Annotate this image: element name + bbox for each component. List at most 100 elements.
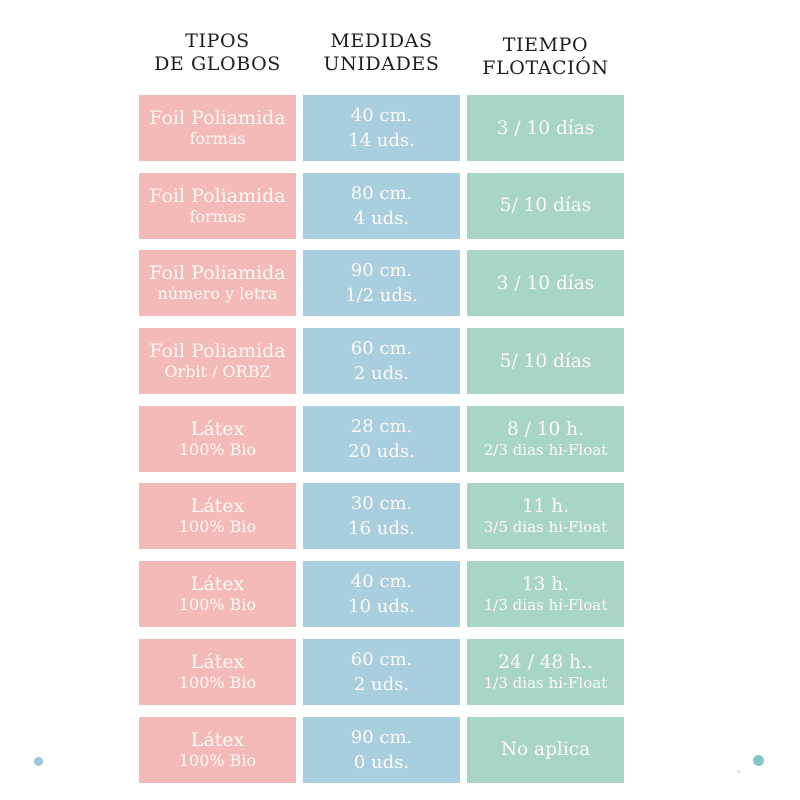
- cell-medidas-unidades: 80 cm. 4 uds.: [303, 172, 460, 239]
- flotacion-value: 11 h.: [521, 496, 570, 518]
- decorative-dot-left: [34, 757, 43, 766]
- tipo-globo-sublabel: formas: [189, 129, 246, 148]
- flotacion-subvalue: 1/3 dias hi-Float: [483, 596, 608, 615]
- header-line: UNIDADES: [323, 53, 440, 75]
- cell-tipo-globo: Foil Poliamida Orbit / ORBZ: [139, 328, 296, 395]
- column-header-tipos-de-globos: TIPOS DE GLOBOS: [139, 30, 296, 80]
- tipo-globo-label: Foil Poliamida: [149, 184, 286, 207]
- cell-medidas-unidades: 90 cm. 0 uds.: [303, 716, 460, 783]
- unidades-value: 2 uds.: [353, 673, 410, 695]
- column-header-tiempo-flotacion: TIEMPO FLOTACIÓN: [467, 34, 624, 80]
- tipo-globo-sublabel: 100% Bio: [178, 672, 257, 692]
- table-row: Látex 100% Bio 40 cm. 10 uds. 13 h. 1/3 …: [139, 561, 624, 628]
- tipo-globo-label: Látex: [190, 417, 245, 440]
- cell-tiempo-flotacion: 3 / 10 días: [467, 250, 624, 317]
- medida-value: 60 cm.: [350, 648, 413, 670]
- tipo-globo-label: Látex: [190, 573, 245, 596]
- tipo-globo-sublabel: 100% Bio: [178, 439, 257, 459]
- cell-tipo-globo: Látex 100% Bio: [139, 561, 296, 628]
- medida-value: 80 cm.: [350, 182, 413, 204]
- cell-tipo-globo: Látex 100% Bio: [139, 638, 296, 705]
- cell-medidas-unidades: 30 cm. 16 uds.: [303, 483, 460, 550]
- cell-medidas-unidades: 60 cm. 2 uds.: [303, 638, 460, 705]
- table-row: Látex 100% Bio 28 cm. 20 uds. 8 / 10 h. …: [139, 405, 624, 472]
- table-row: Látex 100% Bio 30 cm. 16 uds. 11 h. 3/5 …: [139, 483, 624, 550]
- flotacion-value: 3 / 10 días: [496, 117, 595, 139]
- header-line: MEDIDAS: [330, 30, 433, 52]
- cell-tipo-globo: Foil Poliamida número y letra: [139, 250, 296, 317]
- flotacion-value: No aplica: [500, 739, 591, 760]
- unidades-value: 1/2 uds.: [345, 285, 418, 307]
- tipo-globo-sublabel: 100% Bio: [178, 750, 257, 770]
- tipo-globo-sublabel: número y letra: [157, 284, 278, 304]
- tipo-globo-label: Foil Poliamida: [149, 340, 286, 363]
- cell-tiempo-flotacion: No aplica: [467, 716, 624, 783]
- flotacion-value: 8 / 10 h.: [507, 418, 584, 440]
- decorative-dot-right: [753, 755, 764, 766]
- cell-tiempo-flotacion: 5/ 10 días: [467, 328, 624, 395]
- cell-tiempo-flotacion: 5/ 10 días: [467, 172, 624, 239]
- cell-tipo-globo: Látex 100% Bio: [139, 716, 296, 783]
- flotacion-value: 3 / 10 días: [496, 272, 595, 294]
- table-row: Foil Poliamida formas 80 cm. 4 uds. 5/ 1…: [139, 172, 624, 239]
- cell-medidas-unidades: 28 cm. 20 uds.: [303, 405, 460, 472]
- cell-tiempo-flotacion: 24 / 48 h.. 1/3 dias hi-Float: [467, 638, 624, 705]
- flotacion-subvalue: 2/3 dias hi-Float: [483, 440, 608, 459]
- flotacion-value: 24 / 48 h..: [498, 651, 593, 673]
- cell-tipo-globo: Foil Poliamida formas: [139, 172, 296, 239]
- column-header-medidas-unidades: MEDIDAS UNIDADES: [303, 30, 460, 80]
- tipo-globo-label: Foil Poliamida: [149, 262, 286, 285]
- table-header: TIPOS DE GLOBOS MEDIDAS UNIDADES TIEMPO …: [139, 30, 624, 80]
- decorative-speck: [737, 770, 740, 773]
- unidades-value: 2 uds.: [353, 363, 410, 385]
- cell-medidas-unidades: 40 cm. 14 uds.: [303, 95, 460, 161]
- table-row: Foil Poliamida número y letra 90 cm. 1/2…: [139, 250, 624, 317]
- table-row: Látex 100% Bio 60 cm. 2 uds. 24 / 48 h..…: [139, 638, 624, 705]
- flotacion-subvalue: 1/3 dias hi-Float: [483, 673, 608, 692]
- medida-value: 90 cm.: [350, 260, 413, 282]
- cell-tiempo-flotacion: 3 / 10 días: [467, 95, 624, 161]
- medida-value: 28 cm.: [350, 415, 413, 437]
- unidades-value: 10 uds.: [348, 596, 415, 618]
- unidades-value: 16 uds.: [348, 518, 415, 540]
- table-rows: Foil Poliamida formas 40 cm. 14 uds. 3 /…: [139, 95, 624, 783]
- cell-tipo-globo: Látex 100% Bio: [139, 483, 296, 550]
- header-line: FLOTACIÓN: [482, 57, 609, 79]
- cell-tipo-globo: Foil Poliamida formas: [139, 95, 296, 161]
- flotacion-value: 5/ 10 días: [499, 195, 592, 217]
- tipo-globo-sublabel: Orbit / ORBZ: [164, 362, 271, 382]
- header-line: TIPOS: [185, 30, 250, 52]
- flotacion-subvalue: 3/5 dias hi-Float: [483, 518, 608, 537]
- flotacion-value: 13 h.: [521, 574, 570, 596]
- cell-medidas-unidades: 90 cm. 1/2 uds.: [303, 250, 460, 317]
- unidades-value: 20 uds.: [348, 440, 415, 462]
- header-line: TIEMPO: [502, 34, 589, 56]
- tipo-globo-label: Foil Poliamida: [149, 107, 286, 129]
- flotacion-value: 5/ 10 días: [499, 350, 592, 372]
- cell-medidas-unidades: 60 cm. 2 uds.: [303, 328, 460, 395]
- medida-value: 40 cm.: [350, 571, 413, 593]
- medida-value: 60 cm.: [350, 338, 413, 360]
- medida-value: 90 cm.: [350, 726, 413, 748]
- cell-tiempo-flotacion: 8 / 10 h. 2/3 dias hi-Float: [467, 405, 624, 472]
- unidades-value: 14 uds.: [348, 130, 415, 151]
- cell-medidas-unidades: 40 cm. 10 uds.: [303, 561, 460, 628]
- tipo-globo-sublabel: 100% Bio: [178, 517, 257, 537]
- medida-value: 40 cm.: [350, 105, 413, 126]
- table-row: Foil Poliamida formas 40 cm. 14 uds. 3 /…: [139, 95, 624, 161]
- header-line: DE GLOBOS: [154, 53, 281, 75]
- medida-value: 30 cm.: [350, 493, 413, 515]
- cell-tiempo-flotacion: 11 h. 3/5 dias hi-Float: [467, 483, 624, 550]
- unidades-value: 4 uds.: [353, 207, 410, 229]
- tipo-globo-label: Látex: [190, 728, 245, 751]
- tipo-globo-sublabel: 100% Bio: [178, 595, 257, 615]
- table-row: Látex 100% Bio 90 cm. 0 uds. No aplica: [139, 716, 624, 783]
- tipo-globo-sublabel: formas: [189, 206, 246, 226]
- tipo-globo-label: Látex: [190, 495, 245, 518]
- tipo-globo-label: Látex: [190, 650, 245, 673]
- cell-tipo-globo: Látex 100% Bio: [139, 405, 296, 472]
- cell-tiempo-flotacion: 13 h. 1/3 dias hi-Float: [467, 561, 624, 628]
- table-row: Foil Poliamida Orbit / ORBZ 60 cm. 2 uds…: [139, 328, 624, 395]
- unidades-value: 0 uds.: [353, 751, 410, 773]
